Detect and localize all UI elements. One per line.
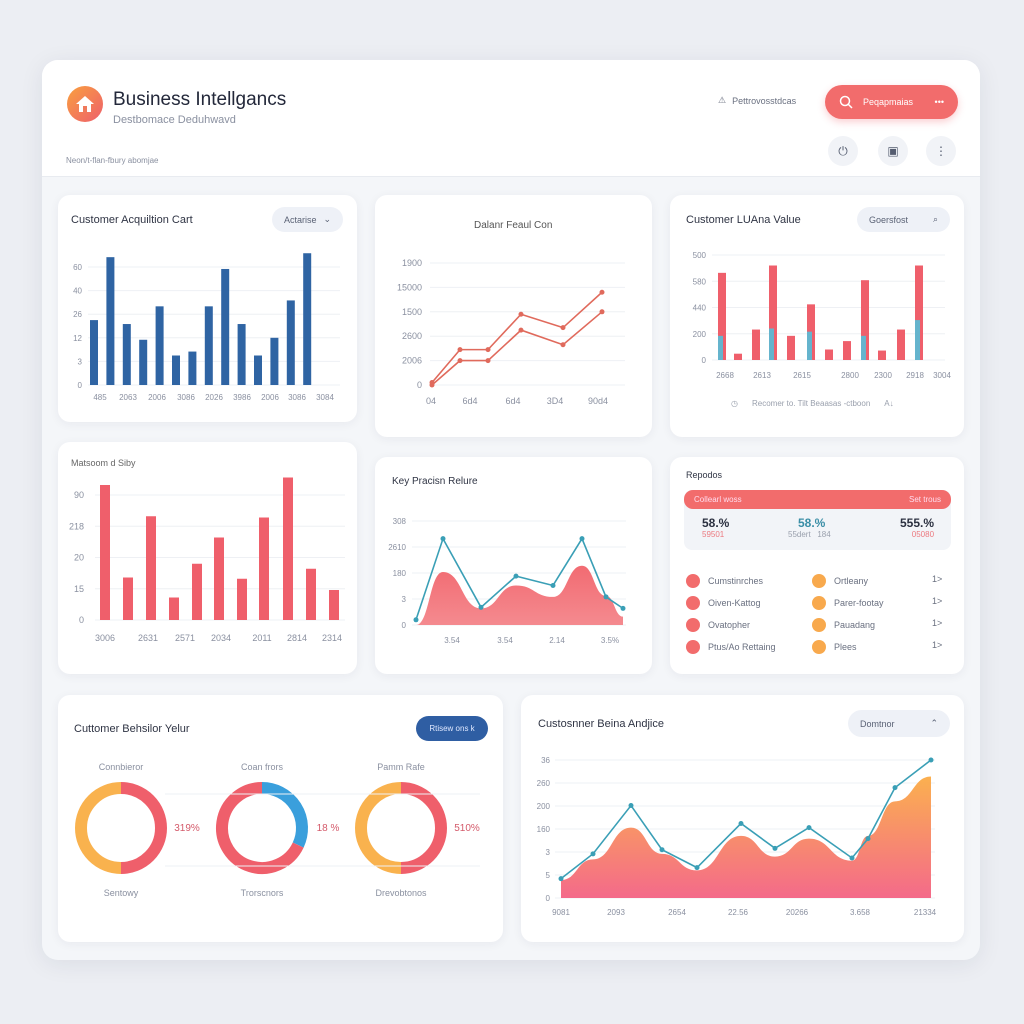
search-button-label: Peqapmaias xyxy=(863,97,914,107)
stat-sub: 05080 xyxy=(911,530,935,539)
matsoom-title: Matsoom d Siby xyxy=(71,458,136,468)
lifetime-search[interactable]: Goersfost ⌕ xyxy=(857,207,950,232)
report-item-icon xyxy=(812,618,826,632)
acquisition-dropdown[interactable]: Actarise ⌄ xyxy=(272,207,343,232)
stat-1: 58.% 59501 xyxy=(702,516,729,539)
report-item-label: Cumstinrches xyxy=(708,576,764,586)
lifetime-title: Customer LUAna Value xyxy=(686,214,801,226)
refresh-button[interactable]: ⏻ xyxy=(828,136,858,166)
reports-bar[interactable]: Collearl woss Set trous xyxy=(684,490,951,509)
report-item-icon xyxy=(686,640,700,654)
report-item[interactable]: Cumstinrches xyxy=(686,574,763,588)
search-icon xyxy=(839,95,853,109)
audience-dropdown[interactable]: Domtnor ⌃ xyxy=(848,710,950,737)
report-item-icon xyxy=(686,596,700,610)
key-title: Key Pracisn Relure xyxy=(392,476,478,487)
chevron-right-icon[interactable]: 1> xyxy=(932,574,943,584)
chevron-down-icon: ⌄ xyxy=(323,214,331,224)
stat-value: 58.% xyxy=(702,516,730,530)
app-title: Business Intellgancs xyxy=(113,89,287,110)
report-item-label: Parer-footay xyxy=(834,598,884,608)
report-item[interactable]: Ptus/Ao Rettaing xyxy=(686,640,776,654)
stat-sub: 55dert 184 xyxy=(788,530,831,539)
footer-text: Recomer to. Tilt Beaasas -ctboon xyxy=(751,399,871,408)
report-item[interactable]: Oiven-Kattog xyxy=(686,596,761,610)
report-item-label: Ptus/Ao Rettaing xyxy=(708,642,776,652)
stat-value: 555.% xyxy=(900,516,935,530)
header xyxy=(42,60,980,177)
home-icon xyxy=(76,96,94,112)
lifetime-footer[interactable]: ◷ Recomer to. Tilt Beaasas -ctboon A↓ xyxy=(731,399,894,408)
report-item-icon xyxy=(812,574,826,588)
more-button[interactable]: ⋮ xyxy=(926,136,956,166)
report-item[interactable]: Pauadang xyxy=(812,618,875,632)
header-caption: Neon/t-flan-fbury abomjae xyxy=(66,156,159,165)
dropdown-label: Actarise xyxy=(284,214,317,225)
chevron-up-icon: ⌃ xyxy=(930,718,938,728)
report-item-label: Plees xyxy=(834,642,857,652)
warning-icon: ⚠ xyxy=(718,95,727,105)
dropdown-label: Domtnor xyxy=(860,718,895,729)
more-dots: ••• xyxy=(934,97,944,107)
refresh-icon: ⏻ xyxy=(838,143,848,158)
search-button[interactable]: Peqapmaias ••• xyxy=(825,85,958,119)
card-key xyxy=(375,457,652,674)
kebab-icon: ⋮ xyxy=(935,144,947,158)
acquisition-title: Customer Acquiltion Cart xyxy=(71,214,193,226)
card-matsoom xyxy=(58,442,357,674)
behavior-title: Cuttomer Behsilor Yelur xyxy=(74,723,190,735)
report-item-icon xyxy=(686,618,700,632)
bar-right-label: Set trous xyxy=(908,495,941,504)
chevron-right-icon[interactable]: 1> xyxy=(932,618,943,628)
report-item-label: Pauadang xyxy=(834,620,876,630)
alert-link[interactable]: ⚠ Pettrovosstdcas xyxy=(718,95,796,106)
report-item-label: Ortleany xyxy=(834,576,869,586)
report-item-label: Ovatopher xyxy=(708,620,751,630)
behavior-button[interactable]: Rtisew ons k xyxy=(416,716,488,741)
stat-2: 58.% 55dert 184 xyxy=(788,516,831,539)
report-item-icon xyxy=(686,574,700,588)
report-item-icon xyxy=(812,596,826,610)
search-icon: ⌕ xyxy=(932,214,938,224)
logo xyxy=(67,86,103,122)
report-item[interactable]: Plees xyxy=(812,640,857,654)
app-subtitle: Destbomace Deduhwavd xyxy=(113,114,236,126)
line-title: Dalanr Feaul Con xyxy=(474,220,553,231)
text-size-icon: A↓ xyxy=(884,399,894,408)
archive-button[interactable]: ▣ xyxy=(878,136,908,166)
alert-label: Pettrovosstdcas xyxy=(732,95,797,106)
chevron-right-icon[interactable]: 1> xyxy=(932,640,943,650)
chevron-right-icon[interactable]: 1> xyxy=(932,596,943,606)
stat-value: 58.% xyxy=(798,516,826,530)
report-item-icon xyxy=(812,640,826,654)
stat-3: 555.% 05080 xyxy=(900,516,934,539)
card-line xyxy=(375,195,652,437)
report-item[interactable]: Parer-footay xyxy=(812,596,884,610)
audience-title: Custosnner Beina Andjice xyxy=(538,718,664,730)
search-label: Goersfost xyxy=(869,214,909,225)
clock-icon: ◷ xyxy=(731,399,738,408)
stat-sub: 59501 xyxy=(702,530,725,539)
archive-icon: ▣ xyxy=(887,144,899,158)
report-item[interactable]: Ovatopher xyxy=(686,618,750,632)
report-item[interactable]: Ortleany xyxy=(812,574,868,588)
reports-title: Repodos xyxy=(686,470,723,480)
report-item-label: Oiven-Kattog xyxy=(708,598,761,608)
bar-left-label: Collearl woss xyxy=(694,495,742,504)
